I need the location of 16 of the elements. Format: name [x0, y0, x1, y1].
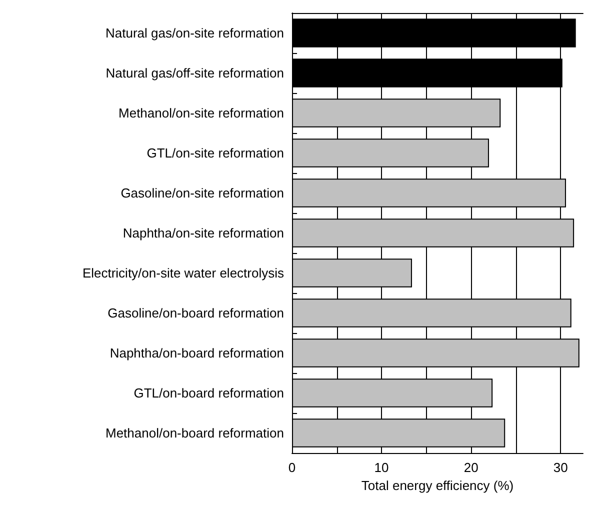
y-tick-label: Methanol/on-site reformation — [118, 106, 284, 120]
y-tick-label: Natural gas/on-site reformation — [106, 26, 284, 40]
y-tick-label: Electricity/on-site water electrolysis — [82, 266, 284, 280]
y-tick-label: Gasoline/on-board reformation — [108, 306, 284, 320]
y-tick-label: Naphtha/on-board reformation — [110, 346, 284, 360]
x-axis-title: Total energy efficiency (%) — [361, 478, 514, 493]
x-tick-label: 20 — [464, 460, 478, 475]
y-tick-label: GTL/on-site reformation — [146, 146, 284, 160]
y-tick-label: Gasoline/on-site reformation — [120, 186, 284, 200]
x-tick-label: 30 — [553, 460, 568, 475]
y-tick-label: GTL/on-board reformation — [134, 386, 284, 400]
y-tick-label: Methanol/on-board reformation — [106, 426, 284, 440]
y-tick-label: Natural gas/off-site reformation — [106, 66, 284, 80]
x-tick-label: 0 — [288, 460, 296, 475]
x-tick-label: 10 — [374, 460, 389, 475]
y-tick-label: Naphtha/on-site reformation — [122, 226, 284, 240]
